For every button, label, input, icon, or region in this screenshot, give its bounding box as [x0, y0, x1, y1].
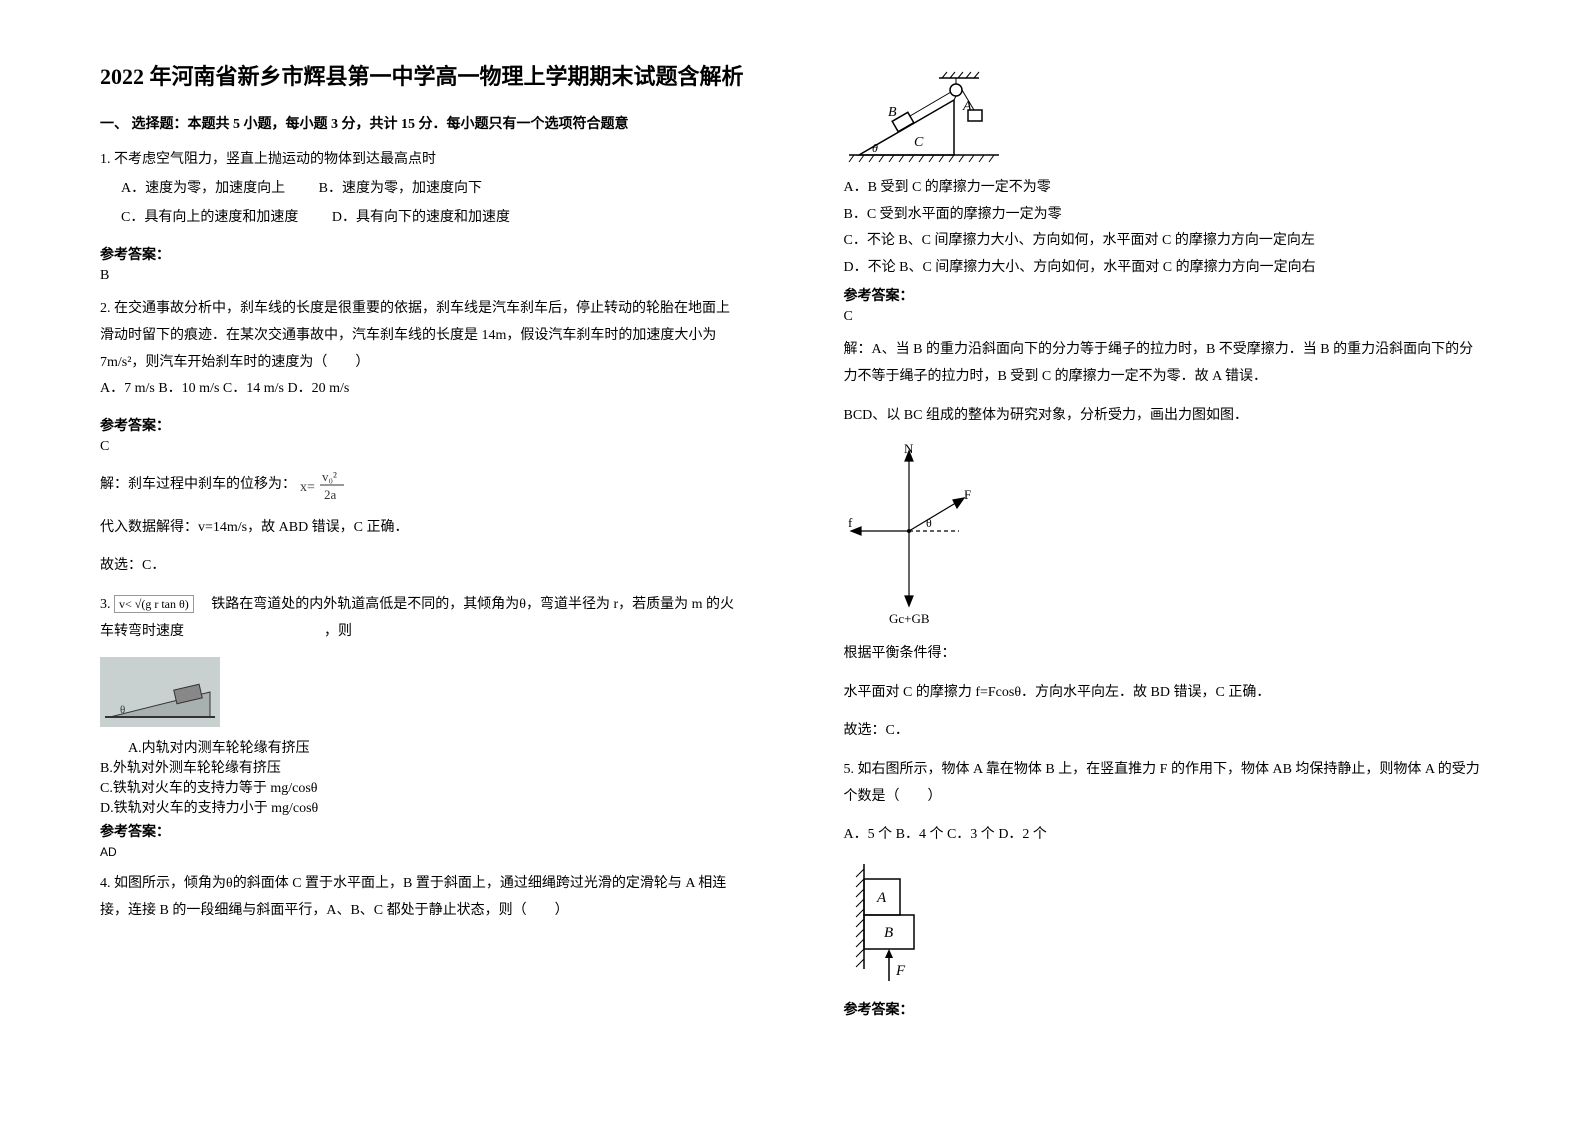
- q1-opt-d: D．具有向下的速度和加速度: [332, 203, 510, 232]
- q4-d1-label-c: C: [914, 135, 924, 150]
- answer-label: 参考答案：: [844, 999, 1488, 1019]
- question-2: 2. 在交通事故分析中，刹车线的长度是很重要的依据，刹车线是汽车刹车后，停止转动…: [100, 296, 744, 402]
- q2-explain-2: 代入数据解得：v=14m/s，故 ABD 错误，C 正确．: [100, 515, 744, 542]
- q3-prompt-tail: 铁路在弯道处的内外轨道高低是不同的，其倾角为θ，弯道半径为 r，若质量为 m 的…: [100, 597, 734, 639]
- page-title: 2022 年河南省新乡市辉县第一中学高一物理上学期期末试题含解析: [100, 60, 744, 93]
- q4-diagram-incline: C θ B A: [844, 70, 1488, 165]
- q3-diagram: θ: [100, 657, 744, 727]
- q3-opt-d: D.铁轨对火车的支持力小于 mg/cosθ: [100, 797, 744, 817]
- q3-ineq: v< √(g r tan θ): [114, 595, 194, 613]
- q4-opt-a: A．B 受到 C 的摩擦力一定不为零: [844, 175, 1488, 202]
- answer-label: 参考答案：: [100, 244, 744, 264]
- q3-prefix: 3.: [100, 597, 114, 612]
- q4-d2-f: f: [848, 515, 853, 530]
- q4-d1-label-a: A: [962, 99, 972, 114]
- q5-opt-c: C．3 个: [947, 827, 995, 842]
- q5-opt-b: B．4 个: [896, 827, 944, 842]
- formula-den: 2a: [324, 487, 337, 502]
- q2-opt-a: A．7 m/s: [100, 381, 155, 396]
- q4-opt-c: C．不论 B、C 间摩擦力大小、方向如何，水平面对 C 的摩擦力方向一定向左: [844, 228, 1488, 255]
- question-3: 3. v< √(g r tan θ) 铁路在弯道处的内外轨道高低是不同的，其倾角…: [100, 592, 744, 645]
- question-4: 4. 如图所示，倾角为θ的斜面体 C 置于水平面上，B 置于斜面上，通过细绳跨过…: [100, 871, 744, 924]
- q3-opt-b: B.外轨对外测车轮轮缘有挤压: [100, 757, 744, 777]
- q1-answer: B: [100, 268, 744, 284]
- q2-explain-1: 解：刹车过程中刹车的位移为： x= v₀² 2a: [100, 467, 744, 503]
- q2-opt-b: B．10 m/s: [158, 381, 219, 396]
- q4-d2-theta: θ: [926, 516, 932, 530]
- question-5: 5. 如右图所示，物体 A 靠在物体 B 上，在竖直推力 F 的作用下，物体 A…: [844, 757, 1488, 810]
- q5-diagram: A B F: [844, 859, 1488, 989]
- q4-opt-d: D．不论 B、C 间摩擦力大小、方向如何，水平面对 C 的摩擦力方向一定向右: [844, 255, 1488, 282]
- q4-exp5: 故选：C．: [844, 718, 1488, 745]
- q1-opt-b: B．速度为零，加速度向下: [319, 174, 482, 203]
- q2-answer: C: [100, 439, 744, 455]
- q4-d1-label-theta: θ: [872, 141, 878, 155]
- q5-d-a: A: [876, 890, 887, 906]
- formula-x: x=: [300, 480, 315, 495]
- q5-d-b: B: [884, 925, 893, 941]
- section-1-title: 一、 选择题：本题共 5 小题，每小题 3 分，共计 15 分．每小题只有一个选…: [100, 113, 744, 133]
- q4-d2-g: Gc+GB: [889, 611, 930, 626]
- q1-opt-a: A．速度为零，加速度向上: [121, 174, 285, 203]
- q4-exp3: 根据平衡条件得：: [844, 641, 1488, 668]
- q4-d2-n: N: [904, 441, 914, 456]
- q4-d1-label-b: B: [888, 105, 897, 120]
- q4-exp1: 解：A、当 B 的重力沿斜面向下的分力等于绳子的拉力时，B 不受摩擦力．当 B …: [844, 337, 1488, 390]
- formula-num: v₀²: [322, 469, 337, 484]
- q5-d-f: F: [895, 963, 906, 979]
- q4-exp4: 水平面对 C 的摩擦力 f=Fcosθ．方向水平向左．故 BD 错误，C 正确．: [844, 680, 1488, 707]
- q1-prompt: 1. 不考虑空气阻力，竖直上抛运动的物体到达最高点时: [100, 147, 744, 174]
- q3-opt-c: C.铁轨对火车的支持力等于 mg/cosθ: [100, 777, 744, 797]
- q4-answer: C: [844, 309, 1488, 325]
- answer-label: 参考答案：: [844, 285, 1488, 305]
- q4-opt-b: B．C 受到水平面的摩擦力一定为零: [844, 202, 1488, 229]
- q5-opt-d: D．2 个: [998, 827, 1047, 842]
- q2-opt-d: D．20 m/s: [288, 381, 350, 396]
- right-column: C θ B A A．B 受到 C 的摩擦力一定不为零 B．C 受到水平面的: [794, 0, 1587, 1122]
- answer-label: 参考答案：: [100, 415, 744, 435]
- q2-prompt: 2. 在交通事故分析中，刹车线的长度是很重要的依据，刹车线是汽车刹车后，停止转动…: [100, 296, 744, 376]
- svg-text:θ: θ: [120, 704, 125, 716]
- answer-label: 参考答案：: [100, 821, 744, 841]
- q2-explain-3: 故选：C．: [100, 553, 744, 580]
- q5-opt-a: A．5 个: [844, 827, 893, 842]
- left-column: 2022 年河南省新乡市辉县第一中学高一物理上学期期末试题含解析 一、 选择题：…: [0, 0, 794, 1122]
- q3-opt-a: A.内轨对内测车轮轮缘有挤压: [100, 737, 744, 757]
- q4-exp2: BCD、以 BC 组成的整体为研究对象，分析受力，画出力图如图．: [844, 403, 1488, 430]
- q2-opt-c: C．14 m/s: [223, 381, 284, 396]
- question-1: 1. 不考虑空气阻力，竖直上抛运动的物体到达最高点时 A．速度为零，加速度向上 …: [100, 147, 744, 232]
- q2-formula: x= v₀² 2a: [300, 467, 346, 503]
- q2-exp-prefix: 解：刹车过程中刹车的位移为：: [100, 477, 296, 492]
- q1-opt-c: C．具有向上的速度和加速度: [121, 203, 298, 232]
- q4-d2-F: F: [964, 487, 971, 502]
- q4-force-diagram: N F f θ Gc+GB: [844, 441, 1488, 631]
- q3-answer: AD: [100, 845, 744, 859]
